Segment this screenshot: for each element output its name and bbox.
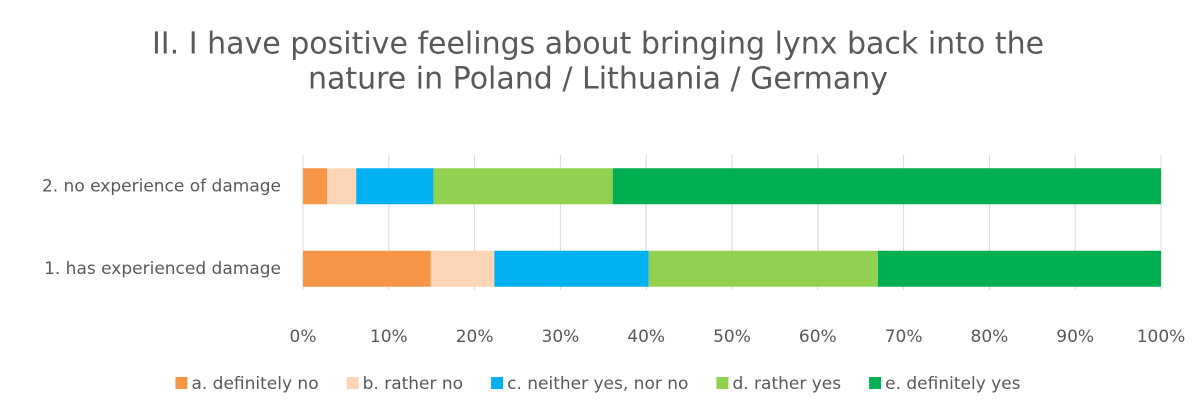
legend-label: b. rather no [363,374,463,394]
x-tick-label: 40% [627,327,665,347]
legend-label: a. definitely no [191,374,318,394]
bar-segment [327,168,357,205]
bar-segment [612,168,1161,205]
bar-segment [356,168,434,205]
legend-label: c. neither yes, nor no [507,374,688,394]
bar-segment [648,250,878,287]
y-tick-label: 2. no experience of damage [42,176,281,196]
legend-swatch [175,377,188,389]
bar-segment [494,250,649,287]
x-tick-label: 30% [542,327,580,347]
legend-label: e. definitely yes [885,374,1021,394]
legend-swatch [716,377,729,389]
legend-label: d. rather yes [732,374,841,394]
x-tick-label: 50% [713,327,751,347]
legend-swatch [869,377,882,389]
bar-segment [433,168,613,205]
bar-segment [430,250,495,287]
x-tick-label: 60% [799,327,837,347]
x-tick-label: 10% [370,327,408,347]
legend-swatch [491,377,504,389]
x-tick-label: 100% [1137,327,1186,347]
x-tick-label: 80% [971,327,1009,347]
x-tick-label: 20% [456,327,494,347]
chart-title: nature in Poland / Lithuania / Germany [308,62,888,97]
x-tick-label: 90% [1056,327,1094,347]
x-tick-label: 0% [290,327,317,347]
x-tick-label: 70% [885,327,923,347]
legend-swatch [346,377,359,389]
bar-segment [303,168,328,205]
bar-segment [303,250,431,287]
bar-segment [877,250,1161,287]
chart-title: II. I have positive feelings about bring… [152,27,1044,62]
y-tick-label: 1. has experienced damage [44,259,281,279]
